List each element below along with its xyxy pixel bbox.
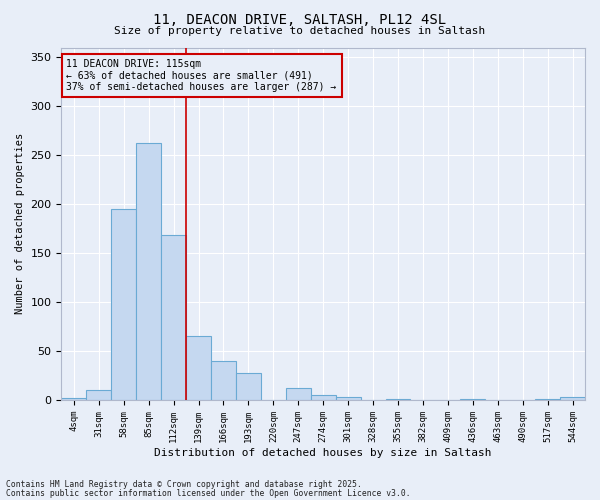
Bar <box>86 390 111 400</box>
Bar <box>311 395 335 400</box>
Y-axis label: Number of detached properties: Number of detached properties <box>15 133 25 314</box>
Text: 11, DEACON DRIVE, SALTASH, PL12 4SL: 11, DEACON DRIVE, SALTASH, PL12 4SL <box>154 12 446 26</box>
Bar <box>136 144 161 400</box>
Text: Contains HM Land Registry data © Crown copyright and database right 2025.: Contains HM Land Registry data © Crown c… <box>6 480 362 489</box>
Text: 11 DEACON DRIVE: 115sqm
← 63% of detached houses are smaller (491)
37% of semi-d: 11 DEACON DRIVE: 115sqm ← 63% of detache… <box>67 59 337 92</box>
Bar <box>460 399 485 400</box>
Text: Contains public sector information licensed under the Open Government Licence v3: Contains public sector information licen… <box>6 489 410 498</box>
Bar <box>286 388 311 400</box>
Bar <box>236 372 261 400</box>
Bar <box>111 209 136 400</box>
Bar <box>335 397 361 400</box>
Bar <box>161 236 186 400</box>
X-axis label: Distribution of detached houses by size in Saltash: Distribution of detached houses by size … <box>154 448 492 458</box>
Bar <box>211 361 236 400</box>
Bar <box>61 398 86 400</box>
Text: Size of property relative to detached houses in Saltash: Size of property relative to detached ho… <box>115 26 485 36</box>
Bar <box>560 397 585 400</box>
Bar <box>386 399 410 400</box>
Bar <box>535 399 560 400</box>
Bar <box>186 336 211 400</box>
